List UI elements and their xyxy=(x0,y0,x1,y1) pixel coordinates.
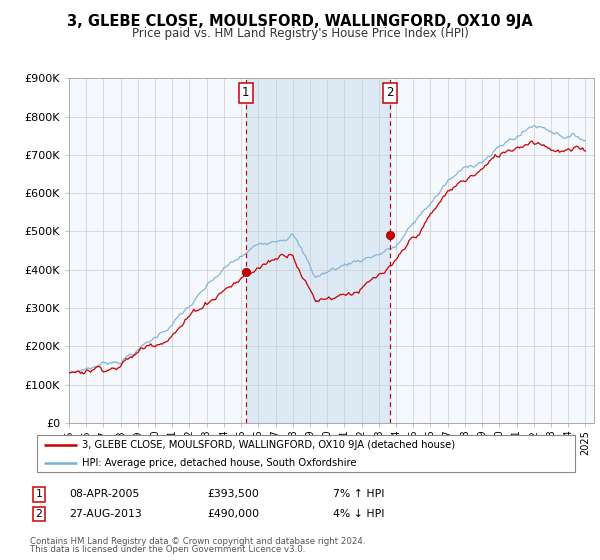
FancyBboxPatch shape xyxy=(37,435,575,473)
Text: 7% ↑ HPI: 7% ↑ HPI xyxy=(333,489,385,500)
Text: £393,500: £393,500 xyxy=(207,489,259,500)
Text: 1: 1 xyxy=(242,86,250,99)
Text: 2: 2 xyxy=(35,509,43,519)
Text: 08-APR-2005: 08-APR-2005 xyxy=(69,489,139,500)
Text: 27-AUG-2013: 27-AUG-2013 xyxy=(69,509,142,519)
Text: 3, GLEBE CLOSE, MOULSFORD, WALLINGFORD, OX10 9JA: 3, GLEBE CLOSE, MOULSFORD, WALLINGFORD, … xyxy=(67,14,533,29)
Text: HPI: Average price, detached house, South Oxfordshire: HPI: Average price, detached house, Sout… xyxy=(82,459,356,468)
Text: 2: 2 xyxy=(386,86,394,99)
Text: Contains HM Land Registry data © Crown copyright and database right 2024.: Contains HM Land Registry data © Crown c… xyxy=(30,537,365,546)
Text: 3, GLEBE CLOSE, MOULSFORD, WALLINGFORD, OX10 9JA (detached house): 3, GLEBE CLOSE, MOULSFORD, WALLINGFORD, … xyxy=(82,440,455,450)
Text: Price paid vs. HM Land Registry's House Price Index (HPI): Price paid vs. HM Land Registry's House … xyxy=(131,27,469,40)
Text: 1: 1 xyxy=(35,489,43,500)
Text: £490,000: £490,000 xyxy=(207,509,259,519)
Text: This data is licensed under the Open Government Licence v3.0.: This data is licensed under the Open Gov… xyxy=(30,545,305,554)
Text: 4% ↓ HPI: 4% ↓ HPI xyxy=(333,509,385,519)
